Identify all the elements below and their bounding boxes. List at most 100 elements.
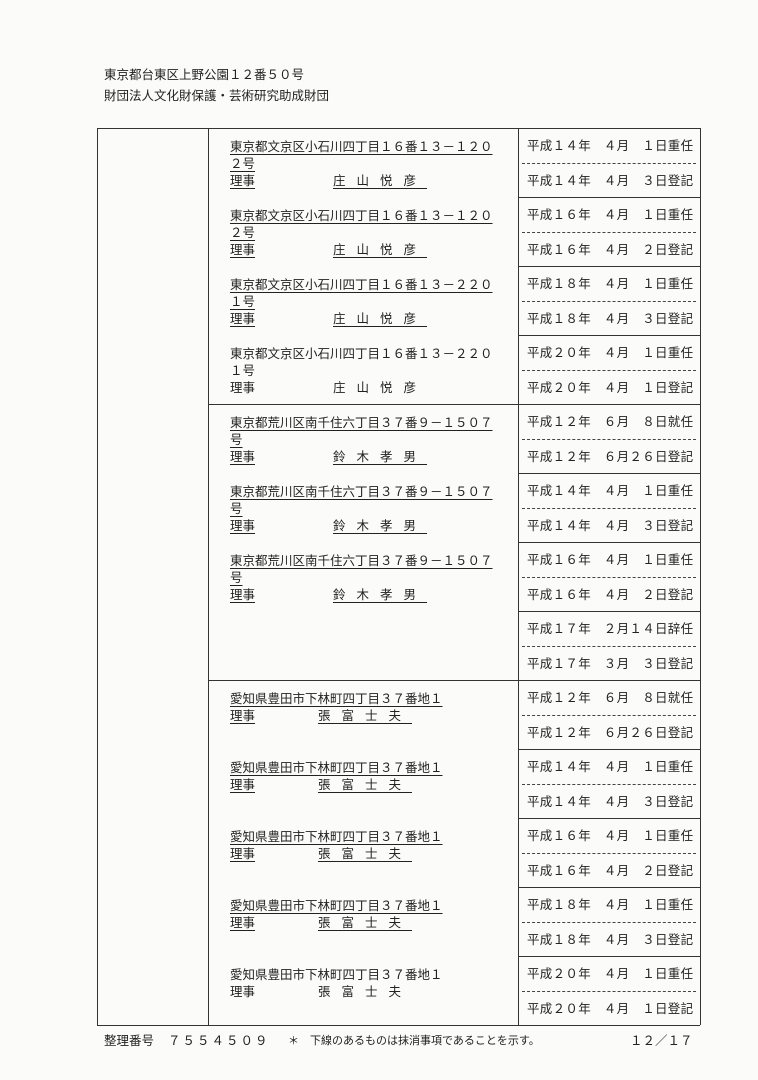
person-name: 庄山悦彦 — [333, 311, 428, 326]
role: 理事 — [230, 311, 256, 326]
person-name: 鈴木孝男 — [333, 449, 428, 464]
row-divider — [522, 645, 696, 647]
row-divider — [522, 507, 696, 509]
row-divider — [518, 197, 700, 198]
role: 理事 — [230, 708, 256, 723]
date-cell: 平成１２年 ６月 ８日就任 — [527, 690, 694, 705]
date-cell: 平成１８年 ４月 ３日登記 — [527, 931, 694, 947]
address: 東京都文京区小石川四丁目１６番１３－１２０ — [230, 139, 493, 154]
row-divider — [522, 921, 696, 923]
date-cell: 平成１８年 ４月 １日重任 — [527, 897, 694, 912]
footer-number: ７５５４５０９ — [168, 1033, 270, 1048]
row-divider — [522, 783, 696, 785]
date-cell: 平成１６年 ４月 １日重任 — [527, 828, 694, 843]
column-line — [208, 128, 209, 1025]
date-cell: 平成１７年 ３月 ３日登記 — [527, 655, 694, 671]
address: 東京都荒川区南千住六丁目３７番９－１５０７ — [230, 553, 493, 568]
row-divider — [522, 714, 696, 716]
person-name: 鈴木孝男 — [333, 518, 428, 533]
row-divider — [518, 266, 700, 267]
page-number: １２／１７ — [630, 1033, 693, 1048]
person-name: 張富士夫 — [318, 915, 413, 930]
date-cell: 平成１４年 ４月 ３日登記 — [527, 517, 694, 533]
row-divider — [522, 438, 696, 440]
address: 東京都文京区小石川四丁目１６番１３－２２０ — [230, 346, 493, 361]
row-divider — [518, 749, 700, 750]
row-divider — [518, 542, 700, 543]
address: 号 — [230, 432, 243, 447]
date-cell: 平成１４年 ４月 ３日登記 — [527, 172, 694, 188]
row-divider — [518, 818, 700, 819]
date-cell: 平成１６年 ４月 ２日登記 — [527, 586, 694, 602]
row-divider — [518, 956, 700, 957]
date-cell: 平成１２年 ６月２６日登記 — [527, 724, 694, 740]
row-divider — [522, 231, 696, 233]
date-cell: 平成１２年 ６月 ８日就任 — [527, 414, 694, 429]
address: 号 — [230, 570, 243, 585]
row-divider — [518, 473, 700, 474]
address: 号 — [230, 501, 243, 516]
row-divider — [522, 852, 696, 854]
table-border — [97, 1025, 700, 1026]
column-line — [700, 128, 701, 1025]
address: １号 — [230, 294, 256, 309]
column-line — [97, 128, 98, 1025]
address: 愛知県豊田市下林町四丁目３７番地１ — [230, 760, 443, 775]
person-name: 庄山悦彦 — [333, 380, 428, 395]
role: 理事 — [230, 242, 256, 257]
row-divider — [518, 887, 700, 888]
date-cell: 平成１６年 ４月 １日重任 — [527, 552, 694, 567]
date-cell: 平成１４年 ４月 １日重任 — [527, 138, 694, 153]
date-cell: 平成１４年 ４月 ３日登記 — [527, 793, 694, 809]
role: 理事 — [230, 915, 256, 930]
date-cell: 平成２０年 ４月 １日登記 — [527, 379, 694, 395]
footer-note: ＊ 下線のあるものは抹消事項であることを示す。 — [288, 1034, 540, 1047]
address: ２号 — [230, 225, 256, 240]
person-name: 庄山悦彦 — [333, 242, 428, 257]
person-name: 張富士夫 — [318, 708, 413, 723]
section-divider — [208, 680, 700, 681]
role: 理事 — [230, 984, 256, 999]
address: 愛知県豊田市下林町四丁目３７番地１ — [230, 967, 443, 982]
role: 理事 — [230, 846, 256, 861]
date-cell: 平成１２年 ６月２６日登記 — [527, 448, 694, 464]
address: １号 — [230, 363, 256, 378]
row-divider — [522, 162, 696, 164]
date-cell: 平成１６年 ４月 １日重任 — [527, 207, 694, 222]
address: 愛知県豊田市下林町四丁目３７番地１ — [230, 829, 443, 844]
date-cell: 平成１７年 ２月１４日辞任 — [527, 621, 694, 636]
footer-label: 整理番号 — [104, 1033, 155, 1048]
role: 理事 — [230, 380, 256, 395]
role: 理事 — [230, 518, 256, 533]
header-line: 東京都台東区上野公園１２番５０号 — [104, 67, 305, 82]
date-cell: 平成１６年 ４月 ２日登記 — [527, 862, 694, 878]
date-cell: 平成１４年 ４月 １日重任 — [527, 483, 694, 498]
address: 東京都文京区小石川四丁目１６番１３－２２０ — [230, 277, 493, 292]
role: 理事 — [230, 449, 256, 464]
person-name: 庄山悦彦 — [333, 173, 428, 188]
role: 理事 — [230, 587, 256, 602]
column-line — [518, 128, 519, 1025]
row-divider — [518, 611, 700, 612]
date-cell: 平成２０年 ４月 １日重任 — [527, 345, 694, 360]
date-cell: 平成２０年 ４月 １日重任 — [527, 966, 694, 981]
person-name: 張富士夫 — [318, 846, 413, 861]
person-name: 鈴木孝男 — [333, 587, 428, 602]
role: 理事 — [230, 777, 256, 792]
row-divider — [522, 369, 696, 371]
person-name: 張富士夫 — [318, 984, 413, 999]
date-cell: 平成１８年 ４月 １日重任 — [527, 276, 694, 291]
date-cell: 平成１８年 ４月 ３日登記 — [527, 310, 694, 326]
row-divider — [522, 990, 696, 992]
date-cell: 平成２０年 ４月 １日登記 — [527, 1000, 694, 1016]
address: 東京都荒川区南千住六丁目３７番９－１５０７ — [230, 415, 493, 430]
table-border — [97, 128, 700, 129]
person-name: 張富士夫 — [318, 777, 413, 792]
address: 愛知県豊田市下林町四丁目３７番地１ — [230, 691, 443, 706]
section-divider — [208, 404, 700, 405]
role: 理事 — [230, 173, 256, 188]
header-line: 財団法人文化財保護・芸術研究助成財団 — [104, 88, 330, 103]
address: 愛知県豊田市下林町四丁目３７番地１ — [230, 898, 443, 913]
address: ２号 — [230, 156, 256, 171]
